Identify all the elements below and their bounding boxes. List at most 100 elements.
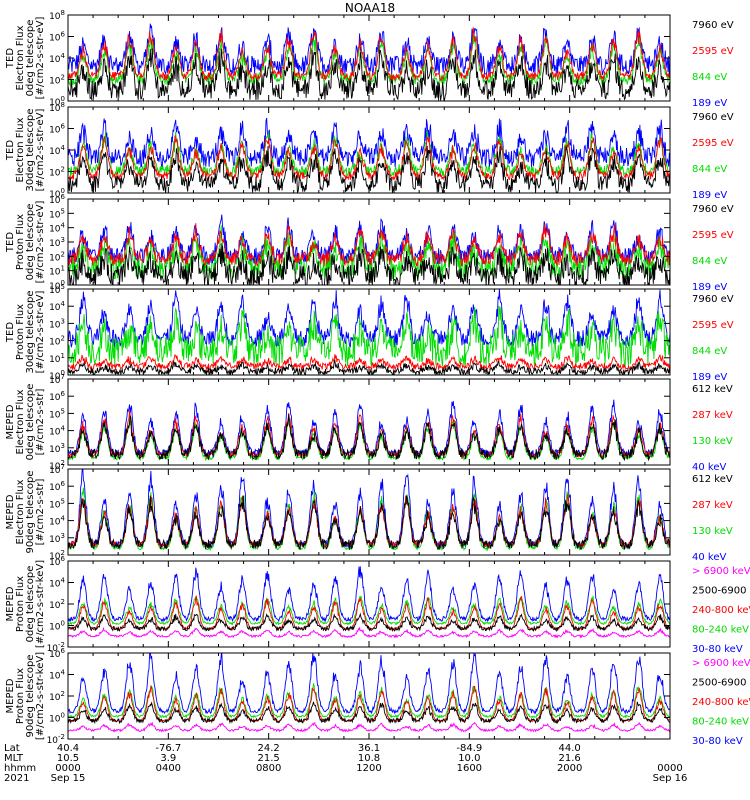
series-green [68, 305, 670, 368]
series-red [68, 27, 670, 82]
x-tick-label: 10.8 [358, 753, 380, 764]
series-blue [68, 399, 670, 458]
legend-entry: 2595 eV [692, 230, 734, 241]
legend-entry: 240-800 keV [692, 605, 750, 616]
y-tick-label: 100 [49, 95, 65, 108]
series-blue [68, 469, 670, 550]
y-tick-label: 102 [49, 690, 65, 703]
legend-entry: 2595 eV [692, 46, 734, 57]
x-tick-label: 3.9 [160, 753, 176, 764]
series-black [68, 701, 670, 725]
series-black [68, 612, 670, 633]
x-tick-label: 0000 [657, 763, 682, 774]
legend-entry: 40 keV [692, 552, 726, 563]
y-tick-label: 102 [49, 598, 65, 611]
y-tick-label: 102 [49, 250, 65, 263]
legend-entry: 844 eV [692, 256, 727, 267]
y-tick-label: 102 [49, 74, 65, 87]
legend-entry: 287 keV [692, 410, 733, 421]
x-tick-label: 0000 [55, 763, 80, 774]
y-tick-label: 106 [49, 647, 65, 660]
legend-entry: 189 eV [692, 190, 727, 201]
x-row-label: Lat [4, 743, 20, 754]
legend-entry: 844 eV [692, 346, 727, 357]
legend-entry: 30-80 keV [692, 736, 743, 747]
y-tick-label: 100 [49, 712, 65, 725]
y-tick-label: 108 [49, 101, 65, 114]
legend-entry: 40 keV [692, 462, 726, 473]
y-tick-label: 107 [49, 373, 65, 386]
x-tick-label: 2000 [557, 763, 582, 774]
series-magenta [68, 721, 670, 733]
legend-entry: > 6900 keV [692, 658, 750, 669]
legend-entry: 844 eV [692, 164, 727, 175]
y-tick-label: 105 [49, 283, 65, 296]
x-tick-label: 0400 [156, 763, 181, 774]
series-black [68, 243, 670, 285]
y-axis-label: MEPEDElectron Flux90deg telescope[#/cm2-… [5, 470, 46, 553]
x-tick-label: Sep 15 [51, 773, 86, 784]
legend-entry: 2500-6900 [692, 678, 747, 689]
y-tick-label: 101 [49, 352, 65, 365]
x-tick-label: -76.7 [155, 743, 181, 754]
series-green [68, 595, 670, 626]
legend-entry: 7960 eV [692, 112, 734, 123]
y-tick-label: 102 [49, 335, 65, 348]
y-tick-label: 104 [49, 52, 65, 65]
series-blue [68, 566, 670, 623]
y-tick-label: 102 [49, 459, 65, 472]
y-axis-label: TEDProton Flux0deg telescope[#/cm2-s-str… [5, 201, 46, 284]
legend-entry: > 6900 keV [692, 566, 750, 577]
legend-entry: 844 eV [692, 72, 727, 83]
series-blue [68, 23, 670, 76]
x-tick-label: 21.5 [258, 753, 280, 764]
series-red [68, 223, 670, 267]
y-tick-label: 105 [49, 207, 65, 220]
legend-entry: 189 eV [692, 98, 727, 109]
y-tick-label: 104 [49, 669, 65, 682]
series-red [68, 595, 670, 631]
y-tick-label: 104 [49, 300, 65, 313]
y-tick-label: 108 [49, 9, 65, 22]
legend-entry: 80-240 keV [692, 625, 749, 636]
legend-entry: 80-240 keV [692, 717, 749, 728]
figure-title: NOAA18 [344, 1, 396, 15]
y-axis-label: MEPEDElectron Flux0deg telescope[#/cm2-s… [5, 384, 46, 461]
y-tick-label: 10-2 [47, 641, 65, 654]
series-black [68, 494, 670, 551]
x-tick-label: 1200 [356, 763, 381, 774]
y-axis-label: TEDElectron Flux30deg telescope[#/cm2-s-… [5, 108, 46, 191]
x-row-label: MLT [4, 753, 24, 764]
y-tick-label: 103 [49, 317, 65, 330]
legend-entry: 189 eV [692, 372, 727, 383]
x-tick-label: 0800 [256, 763, 281, 774]
legend-entry: 240-800 keV [692, 697, 750, 708]
y-tick-label: 105 [49, 497, 65, 510]
y-tick-label: 106 [49, 193, 65, 206]
x-tick-label: 10.0 [458, 753, 480, 764]
y-tick-label: 104 [49, 144, 65, 157]
series-green [68, 683, 670, 720]
y-tick-label: 100 [49, 620, 65, 633]
y-tick-label: 101 [49, 265, 65, 278]
series-black [68, 414, 670, 462]
y-tick-label: 104 [49, 577, 65, 590]
y-tick-label: 100 [49, 279, 65, 292]
y-tick-label: 102 [49, 549, 65, 562]
x-tick-label: 36.1 [358, 743, 380, 754]
series-red [68, 354, 670, 372]
x-tick-label: 40.4 [57, 743, 79, 754]
legend-entry: 7960 eV [692, 204, 734, 215]
y-axis-label: TEDElectron Flux0deg telescope[#/cm2-s-s… [5, 17, 46, 100]
series-magenta [68, 626, 670, 639]
legend-entry: 2595 eV [692, 138, 734, 149]
legend-entry: 7960 eV [692, 294, 734, 305]
panel-frame [67, 560, 671, 648]
y-tick-label: 103 [49, 236, 65, 249]
